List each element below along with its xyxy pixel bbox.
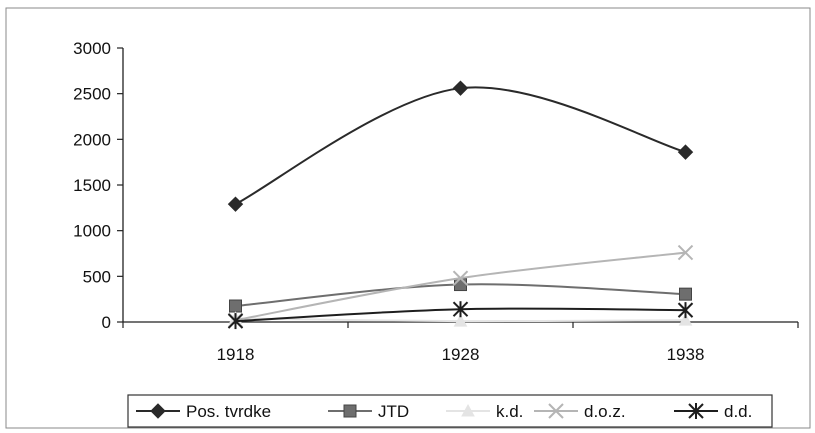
legend-entry-1: JTD [328,402,409,421]
y-tick-label: 1500 [73,176,111,195]
data-point-0-0 [227,196,244,212]
x-tick-label: 1938 [667,345,705,364]
data-point-3-2 [677,244,694,261]
series-line-0 [235,86,686,206]
data-point-4-1 [452,301,469,318]
data-point-2-1 [453,314,468,327]
legend-label: d.d. [724,402,752,421]
data-point-3-1 [452,270,469,286]
y-tick-label: 0 [102,313,111,332]
data-point-0-1 [452,80,469,96]
y-tick-label: 1000 [73,222,111,241]
data-point-1-1 [454,278,467,292]
legend-label: k.d. [496,402,523,421]
data-point-1-2 [679,287,692,301]
legend-marker-3 [548,403,564,419]
data-point-1-0 [229,299,242,313]
series-group [227,80,694,330]
x-tick-label: 1918 [217,345,255,364]
legend-entry-2: k.d. [446,402,523,421]
axes: 0 500 1000 1500 2000 2500 3000 1918 1928 1938 [73,39,799,364]
legend-label: d.o.z. [584,402,626,421]
legend-label: JTD [378,402,409,421]
legend-entry-0: Pos. tvrdke [136,402,271,421]
legend-marker-4 [688,403,704,419]
data-point-4-2 [677,302,694,319]
legend-marker-0 [150,403,166,419]
y-tick-label: 3000 [73,39,111,58]
data-point-0-2 [677,144,694,160]
legend-label: Pos. tvrdke [186,402,271,421]
x-tick-label: 1928 [442,345,480,364]
data-point-2-2 [678,313,693,326]
legend: Pos. tvrdke JTD k.d. d.o.z. d.d. [127,394,773,428]
legend-entry-4: d.d. [674,402,752,421]
y-tick-label: 500 [83,267,111,286]
chart-border [5,7,811,429]
legend-entry-3: d.o.z. [534,402,626,421]
y-tick-label: 2500 [73,85,111,104]
y-tick-label: 2000 [73,130,111,149]
legend-marker-2 [461,403,475,417]
data-point-4-0 [227,313,244,330]
legend-marker-1 [343,404,357,418]
